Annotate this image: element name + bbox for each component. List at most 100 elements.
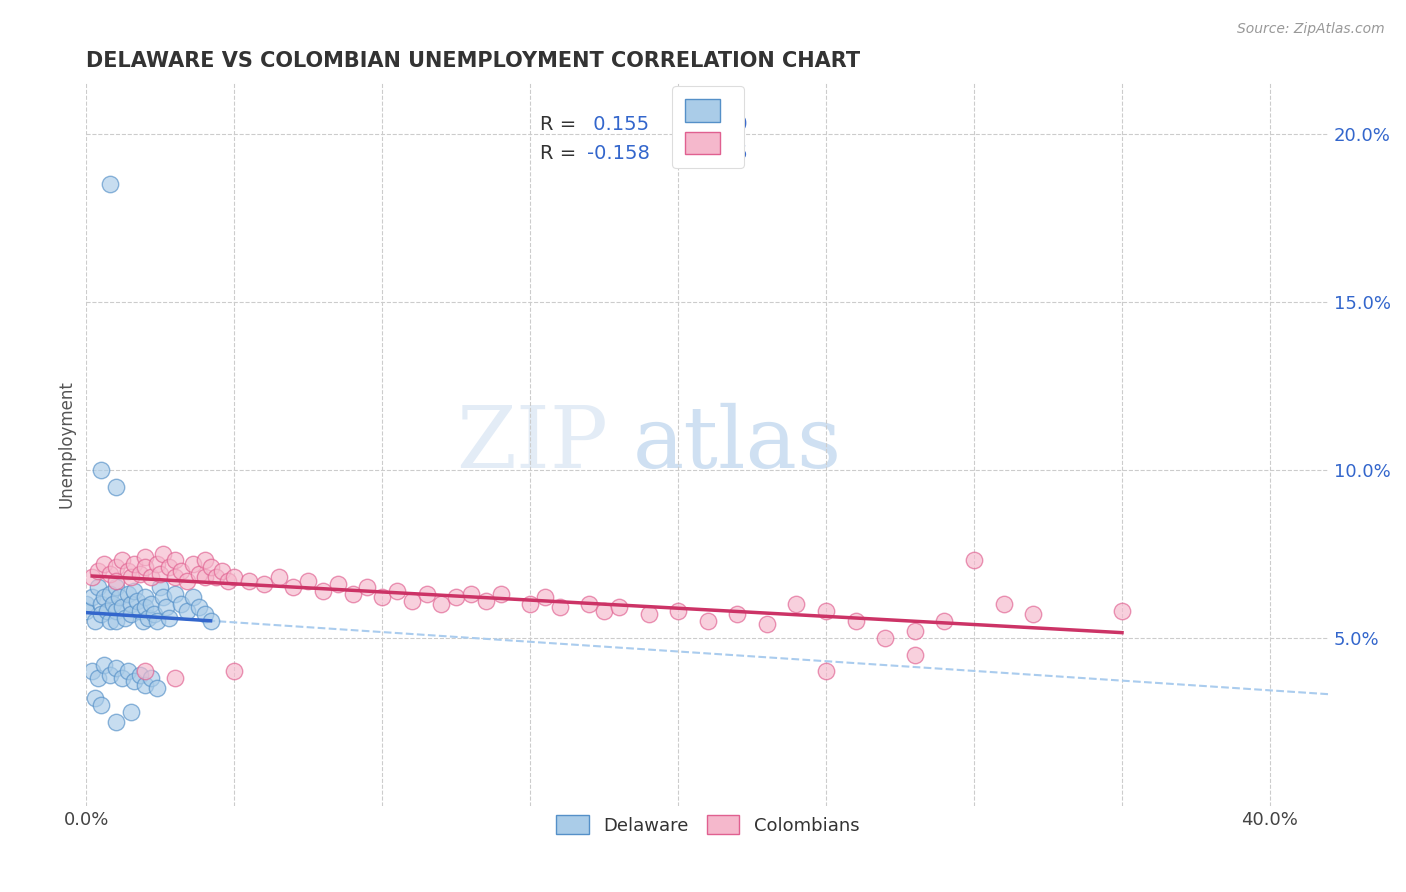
- Point: [224, 570, 246, 584]
- Point: [87, 564, 110, 578]
- Point: [84, 614, 107, 628]
- Text: ZIP: ZIP: [457, 403, 609, 486]
- Text: 75: 75: [724, 145, 749, 163]
- Text: R =: R =: [540, 115, 582, 135]
- Point: [815, 665, 838, 679]
- Point: [90, 463, 112, 477]
- Point: [84, 691, 107, 706]
- Point: [385, 583, 408, 598]
- Point: [696, 614, 718, 628]
- Point: [356, 580, 378, 594]
- Point: [170, 564, 193, 578]
- Point: [283, 580, 305, 594]
- Point: [98, 177, 121, 191]
- Point: [904, 648, 927, 662]
- Point: [141, 597, 163, 611]
- Point: [187, 566, 209, 581]
- Point: [98, 614, 121, 628]
- Point: [489, 587, 512, 601]
- Point: [371, 591, 394, 605]
- Point: [934, 614, 956, 628]
- Point: [120, 597, 142, 611]
- Text: DELAWARE VS COLOMBIAN UNEMPLOYMENT CORRELATION CHART: DELAWARE VS COLOMBIAN UNEMPLOYMENT CORRE…: [86, 51, 860, 70]
- Point: [90, 698, 112, 712]
- Point: [104, 661, 127, 675]
- Point: [217, 574, 239, 588]
- Point: [157, 560, 180, 574]
- Text: -0.158: -0.158: [588, 145, 650, 163]
- Point: [146, 614, 169, 628]
- Point: [194, 607, 217, 622]
- Point: [149, 580, 172, 594]
- Point: [111, 553, 134, 567]
- Point: [104, 574, 127, 588]
- Text: N =: N =: [658, 115, 720, 135]
- Point: [138, 610, 160, 624]
- Point: [134, 665, 156, 679]
- Point: [82, 665, 104, 679]
- Point: [963, 553, 986, 567]
- Point: [181, 591, 204, 605]
- Point: [205, 570, 228, 584]
- Point: [93, 557, 115, 571]
- Point: [146, 681, 169, 695]
- Point: [128, 604, 150, 618]
- Point: [98, 587, 121, 601]
- Point: [82, 570, 104, 584]
- Point: [96, 604, 118, 618]
- Point: [211, 564, 233, 578]
- Point: [785, 597, 807, 611]
- Point: [87, 580, 110, 594]
- Point: [117, 587, 139, 601]
- Point: [200, 560, 222, 574]
- Point: [548, 600, 571, 615]
- Point: [122, 557, 145, 571]
- Point: [104, 604, 127, 618]
- Point: [120, 570, 142, 584]
- Point: [90, 597, 112, 611]
- Point: [131, 614, 153, 628]
- Point: [1111, 604, 1133, 618]
- Point: [165, 553, 187, 567]
- Point: [141, 570, 163, 584]
- Point: [194, 553, 217, 567]
- Point: [152, 547, 174, 561]
- Point: [993, 597, 1015, 611]
- Point: [128, 566, 150, 581]
- Point: [98, 566, 121, 581]
- Point: [122, 583, 145, 598]
- Text: atlas: atlas: [633, 403, 842, 486]
- Point: [607, 600, 630, 615]
- Point: [312, 583, 335, 598]
- Point: [176, 604, 198, 618]
- Point: [534, 591, 557, 605]
- Point: [125, 593, 148, 607]
- Y-axis label: Unemployment: Unemployment: [58, 381, 75, 508]
- Point: [1022, 607, 1045, 622]
- Point: [111, 671, 134, 685]
- Point: [157, 610, 180, 624]
- Point: [200, 614, 222, 628]
- Point: [82, 591, 104, 605]
- Point: [104, 614, 127, 628]
- Point: [267, 570, 290, 584]
- Text: 0.155: 0.155: [588, 115, 650, 135]
- Point: [238, 574, 260, 588]
- Point: [128, 667, 150, 681]
- Legend: Delaware, Colombians: Delaware, Colombians: [547, 806, 869, 844]
- Point: [904, 624, 927, 638]
- Point: [165, 671, 187, 685]
- Point: [165, 587, 187, 601]
- Point: [176, 574, 198, 588]
- Point: [104, 479, 127, 493]
- Point: [444, 591, 467, 605]
- Point: [460, 587, 482, 601]
- Point: [725, 607, 748, 622]
- Point: [326, 577, 349, 591]
- Point: [122, 674, 145, 689]
- Point: [98, 667, 121, 681]
- Point: [114, 610, 136, 624]
- Text: 60: 60: [724, 115, 748, 135]
- Point: [90, 607, 112, 622]
- Point: [111, 600, 134, 615]
